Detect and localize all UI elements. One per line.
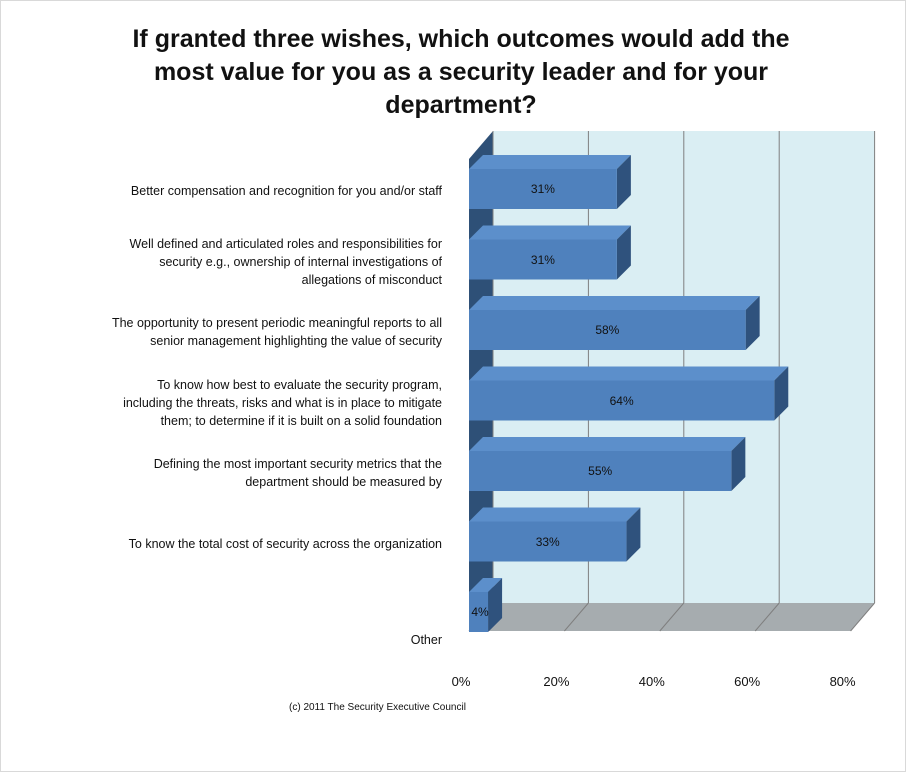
category-label-line: To know the total cost of security acros… (128, 536, 442, 551)
bar (469, 380, 775, 421)
chart-title-line-2: most value for you as a security leader … (153, 58, 769, 86)
bar-top-face (469, 578, 503, 592)
x-tick-label: 60% (734, 674, 761, 689)
floor-gridline (850, 602, 875, 632)
category-label-line: To know how best to evaluate the securit… (157, 377, 442, 392)
x-tick-label: 40% (638, 674, 665, 689)
category-label-line: Better compensation and recognition for … (130, 184, 442, 198)
bar-side-face (745, 296, 760, 350)
bar-side-face (616, 155, 631, 209)
chart-title-line-3: department? (385, 91, 537, 119)
category-label: Well defined and articulated roles and r… (22, 235, 442, 289)
bar (469, 592, 489, 632)
category-label-line: The opportunity to present periodic mean… (111, 316, 442, 330)
bar-value-label: 31% (530, 182, 555, 196)
category-label: The opportunity to present periodic mean… (22, 314, 442, 350)
bar (469, 310, 746, 350)
category-label-line: them; to determine if it is built on a s… (160, 413, 442, 428)
bar-side-face (626, 507, 641, 562)
category-label: To know how best to evaluate the securit… (22, 376, 442, 430)
chart-title: If granted three wishes, which outcomes … (81, 23, 841, 122)
x-tick-label: 0% (451, 674, 471, 689)
bar-side-face (488, 578, 503, 632)
category-label-line: allegations of misconduct (301, 272, 442, 287)
bar-value-label: 4% (471, 605, 489, 619)
bar (469, 239, 617, 280)
source-note: (c) 2011 The Security Executive Council (289, 702, 466, 713)
category-label: Other (22, 631, 442, 649)
category-label-line: Well defined and articulated roles and r… (129, 236, 442, 251)
bar-value-label: 64% (609, 393, 634, 408)
x-tick-label: 80% (829, 674, 856, 689)
bar (469, 169, 617, 209)
bar-value-label: 33% (535, 534, 560, 549)
bar (469, 521, 627, 562)
bar-value-label: 55% (588, 464, 613, 478)
bar (469, 451, 732, 491)
bar-side-face (774, 366, 789, 421)
category-label-line: senior management highlighting the value… (150, 334, 442, 348)
bar-side-face (616, 225, 631, 280)
category-label: Better compensation and recognition for … (22, 182, 442, 200)
floor-gridline (564, 602, 589, 632)
bar-top-face (469, 437, 746, 451)
category-label-line: security e.g., ownership of internal inv… (159, 254, 442, 269)
category-label-line: including the threats, risks and what is… (123, 395, 442, 410)
bar-side-face (731, 437, 746, 491)
floor-gridline (754, 602, 780, 632)
category-label: Defining the most important security met… (22, 455, 442, 491)
bar-top-face (469, 296, 760, 310)
category-label-line: department should be measured by (245, 475, 442, 489)
category-label-line: Other (410, 633, 442, 647)
category-label-line: Defining the most important security met… (153, 457, 442, 471)
bar-top-face (469, 155, 631, 169)
floor-gridline (659, 602, 685, 632)
chart-title-line-1: If granted three wishes, which outcomes … (132, 25, 790, 53)
bar-top-face (469, 507, 641, 522)
bar-value-label: 31% (530, 252, 555, 267)
bar-value-label: 58% (595, 323, 620, 337)
x-tick-label: 20% (543, 674, 570, 689)
category-label: To know the total cost of security acros… (22, 535, 442, 553)
bar-top-face (469, 366, 789, 381)
bar-top-face (469, 225, 631, 240)
